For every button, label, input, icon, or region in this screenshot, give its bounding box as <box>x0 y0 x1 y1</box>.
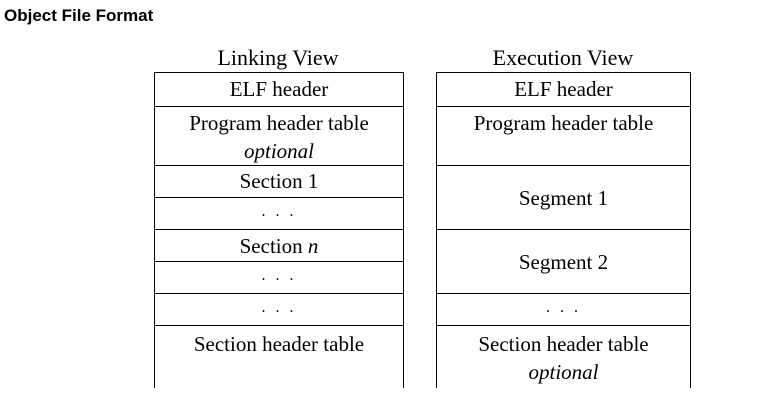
execution-segment-1: Segment 1 <box>437 166 690 230</box>
execution-segment-1-label: Segment 1 <box>518 185 609 210</box>
linking-section-1-label: Section 1 <box>239 169 319 193</box>
execution-view-table: ELF header Program header table Segment … <box>436 72 691 388</box>
execution-elf-header-label: ELF header <box>514 77 613 101</box>
execution-section-header-label: Section header table <box>478 332 649 356</box>
linking-ellipsis-2-label: . . . <box>261 267 297 284</box>
execution-elf-header: ELF header <box>437 73 690 107</box>
linking-program-header-note: optional <box>243 139 314 163</box>
linking-section-1: Section 1 <box>155 166 403 198</box>
execution-section-header-note: optional <box>528 360 599 384</box>
linking-program-header-table: Program header table optional <box>155 107 403 166</box>
linking-ellipsis-1: . . . <box>155 198 403 230</box>
linking-ellipsis-3-label: . . . <box>261 299 297 316</box>
linking-ellipsis-3: . . . <box>155 294 403 326</box>
execution-segment-2: Segment 2 <box>437 230 690 294</box>
execution-ellipsis-label: . . . <box>546 299 581 316</box>
linking-section-n: Section n <box>155 230 403 262</box>
execution-program-header-table: Program header table <box>437 107 690 166</box>
execution-program-header-label: Program header table <box>473 111 654 135</box>
linking-view-table: ELF header Program header table optional… <box>154 72 404 388</box>
linking-view-title: Linking View <box>217 45 339 70</box>
execution-view-title: Execution View <box>492 45 634 70</box>
linking-section-header-table: Section header table <box>155 326 403 389</box>
page-title: Object File Format <box>4 6 154 25</box>
linking-section-header-label: Section header table <box>193 332 365 356</box>
linking-section-n-var: n <box>307 234 319 258</box>
linking-program-header-label: Program header table <box>189 111 369 135</box>
linking-section-n-label: Section n <box>155 230 403 262</box>
execution-segment-2-label: Segment 2 <box>518 249 609 274</box>
execution-ellipsis: . . . <box>437 294 690 326</box>
linking-section-n-prefix: Section <box>239 234 308 258</box>
linking-elf-header: ELF header <box>155 73 403 107</box>
execution-section-header-table: Section header table optional <box>437 326 690 389</box>
linking-ellipsis-1-label: . . . <box>261 203 297 220</box>
linking-elf-header-label: ELF header <box>229 77 329 101</box>
linking-ellipsis-2: . . . <box>155 262 403 294</box>
